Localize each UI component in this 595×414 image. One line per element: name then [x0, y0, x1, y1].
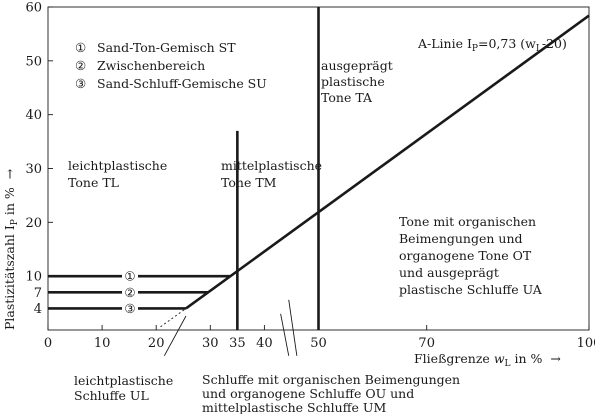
x-tick-label-40: 40	[256, 336, 273, 351]
legend-item-3-text: Sand-Schluff-Gemische SU	[97, 76, 267, 91]
tick-labels: 47102030405060010203035405070100	[25, 1, 595, 352]
boundary-markers: ③②①	[122, 268, 138, 317]
legend-item-1-text: Sand-Ton-Gemisch ST	[97, 40, 236, 55]
boundary-marker-bg-3	[122, 268, 138, 285]
y-tick-label-40: 40	[25, 108, 42, 123]
x-tick-label-70: 70	[418, 336, 435, 351]
zone-tl-line-1: leichtplastische	[68, 158, 167, 173]
chart-lines	[48, 7, 590, 357]
zone-ot-line-1: Tone mit organischen	[399, 214, 536, 229]
zone-ta-line-2: plastische	[321, 74, 385, 89]
zone-ul-line-2: Schluffe UL	[74, 388, 149, 403]
zone-ot-line-4: und ausgeprägt	[399, 265, 499, 280]
zone-ou-line-1: Schluffe mit organischen Beimengungen	[202, 372, 460, 387]
x-tick-label-0: 0	[44, 336, 52, 351]
leader-ul	[163, 315, 187, 357]
zone-ul-line-1: leichtplastische	[74, 373, 173, 388]
leader-ou-2	[288, 299, 298, 356]
boundary-marker-bg-1	[122, 300, 138, 317]
x-tick-label-20: 20	[148, 336, 165, 351]
zone-tm-line-2: Tone TM	[221, 175, 277, 190]
y-tick-label-20: 20	[25, 216, 42, 231]
legend-item-1-symbol: ①	[75, 40, 86, 55]
y-tick-label-4: 4	[34, 302, 42, 317]
zone-tl-line-2: Tone TL	[68, 175, 119, 190]
y-tick-label-60: 60	[25, 1, 42, 16]
zone-ou-line-2: und organogene Schluffe OU und	[202, 386, 414, 401]
boundary-marker-2: ②	[124, 285, 135, 300]
y-tick-label-7: 7	[34, 286, 42, 301]
boundary-marker-3: ①	[124, 269, 135, 284]
legend: ① Sand-Ton-Gemisch ST ② Zwischenbereich …	[75, 40, 267, 91]
zone-ta-line-1: ausgeprägt	[321, 58, 393, 73]
boundary-marker-1: ③	[124, 301, 135, 316]
x-tick-label-30: 30	[202, 336, 219, 351]
zone-ot-line-3: organogene Tone OT	[399, 248, 532, 263]
legend-item-3-symbol: ③	[75, 76, 86, 91]
zone-ou-line-3: mittelplastische Schluffe UM	[202, 400, 386, 414]
zone-ot-line-2: Beimengungen und	[399, 231, 523, 246]
x-tick-label-50: 50	[310, 336, 327, 351]
x-tick-label-10: 10	[94, 336, 111, 351]
zone-labels: leichtplastische Tone TL mittelplastisch…	[68, 58, 543, 414]
boundary-marker-bg-2	[122, 284, 138, 301]
zone-tm-line-1: mittelplastische	[221, 158, 322, 173]
leader-ou	[280, 313, 290, 356]
x-tick-label-100: 100	[577, 336, 595, 351]
y-tick-label-10: 10	[25, 270, 42, 285]
legend-item-2-symbol: ②	[75, 58, 86, 73]
y-tick-label-30: 30	[25, 162, 42, 177]
a-line-dashed-extension	[160, 308, 187, 328]
y-axis-label: Plastizitätszahl IP in %→	[2, 168, 20, 330]
zone-ta-line-3: Tone TA	[321, 90, 373, 105]
a-line-label: A-Linie IP=0,73 (wL-20)	[417, 36, 567, 54]
y-tick-label-50: 50	[25, 54, 42, 69]
x-tick-label-35: 35	[229, 336, 246, 351]
zone-ot-line-5: plastische Schluffe UA	[399, 282, 543, 297]
legend-item-2-text: Zwischenbereich	[97, 58, 205, 73]
x-axis-label: Fließgrenze wL in % →	[414, 351, 561, 369]
a-line	[185, 14, 590, 310]
